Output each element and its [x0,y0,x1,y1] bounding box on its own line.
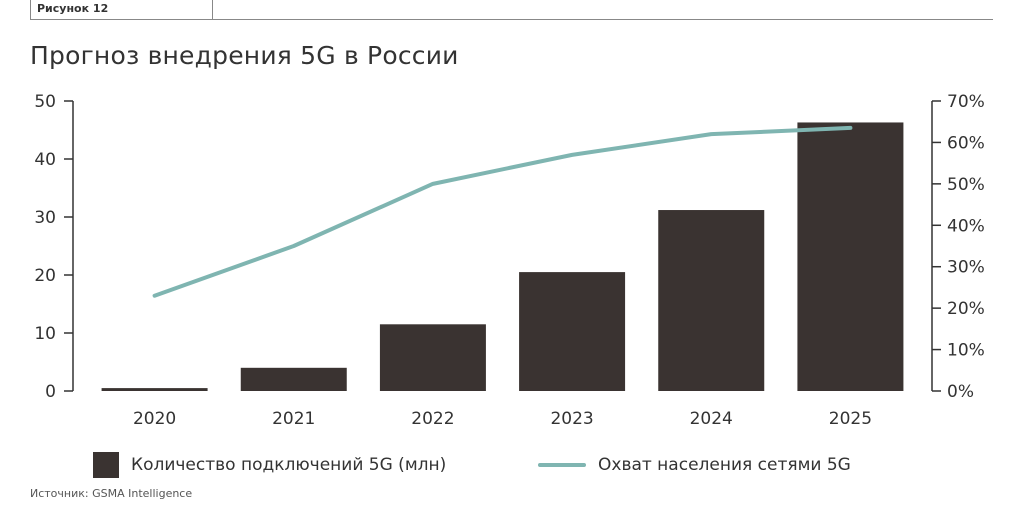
left-tick-label: 0 [45,382,56,402]
bar [240,367,347,391]
right-tick-label: 40% [947,216,985,236]
source-note: Источник: GSMA Intelligence [30,487,193,500]
right-tick-label: 30% [947,258,985,278]
bar [797,122,904,392]
bar [519,272,626,391]
right-tick-label: 70% [947,92,985,112]
legend-item-bars: Количество подключений 5G (млн) [93,451,446,479]
left-y-axis: 0 10 20 30 40 50 [34,92,74,402]
figure-label: Рисунок 12 [37,2,109,15]
x-axis-labels: 2020 2021 2022 2023 2024 2025 [133,409,872,429]
legend-line-label: Охват населения сетями 5G [598,455,851,475]
legend-item-line: Охват населения сетями 5G [538,451,851,479]
right-tick-label: 50% [947,175,985,195]
bar [658,210,765,391]
line-series [152,125,853,298]
left-tick-label: 10 [34,324,56,344]
bar [101,388,208,391]
left-tick-label: 30 [34,208,56,228]
bar-series [101,122,904,392]
legend-line-swatch [538,463,586,467]
bar [379,324,486,391]
x-tick-label: 2023 [550,409,593,429]
x-tick-label: 2024 [690,409,733,429]
right-tick-label: 0% [947,382,974,402]
left-tick-label: 40 [34,150,56,170]
legend-bar-swatch [93,452,119,478]
chart-title: Прогноз внедрения 5G в России [30,41,459,70]
x-tick-label: 2020 [133,409,176,429]
right-tick-label: 10% [947,341,985,361]
right-y-axis: 0% 10% 20% 30% 40% 50% 60% 70% [931,92,985,402]
x-tick-label: 2025 [829,409,872,429]
coverage-line [152,125,853,298]
right-tick-label: 60% [947,133,985,153]
legend-bar-label: Количество подключений 5G (млн) [131,455,447,475]
x-tick-label: 2022 [411,409,454,429]
figure-label-box: Рисунок 12 [30,0,213,20]
x-tick-label: 2021 [272,409,315,429]
top-rule [213,19,993,20]
left-tick-label: 50 [34,92,56,112]
left-tick-label: 20 [34,266,56,286]
right-tick-label: 20% [947,299,985,319]
